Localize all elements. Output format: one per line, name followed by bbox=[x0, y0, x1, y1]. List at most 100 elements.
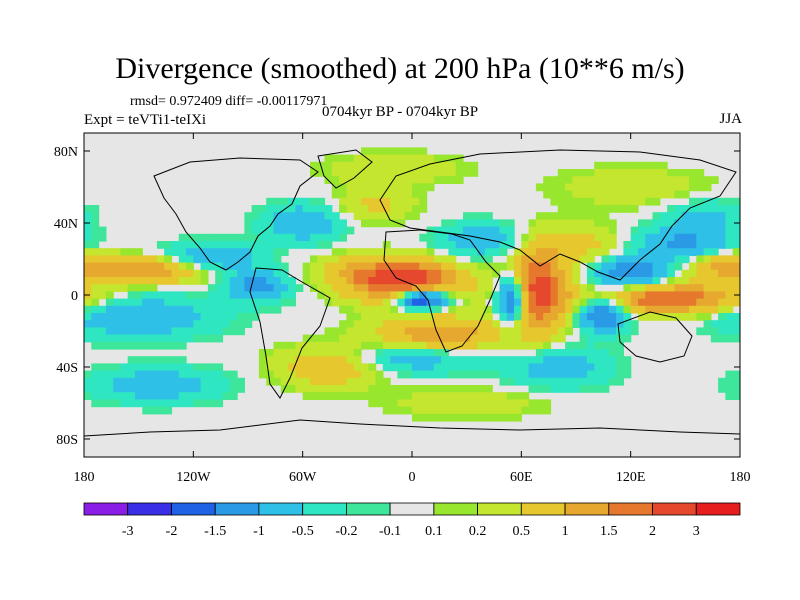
field-cell bbox=[616, 349, 624, 357]
field-cell bbox=[659, 241, 668, 249]
field-cell bbox=[601, 169, 610, 177]
field-cell bbox=[579, 212, 588, 220]
field-cell bbox=[258, 269, 267, 278]
field-cell bbox=[433, 262, 442, 271]
field-cell bbox=[579, 370, 588, 379]
field-cell bbox=[616, 269, 624, 278]
field-cell bbox=[492, 262, 501, 271]
field-cell bbox=[280, 356, 289, 364]
field-cell bbox=[91, 298, 100, 307]
field-cell bbox=[645, 183, 654, 192]
field-cell bbox=[477, 277, 486, 285]
field-cell bbox=[186, 241, 194, 249]
field-cell bbox=[565, 349, 573, 357]
field-cell bbox=[601, 176, 610, 184]
field-cell bbox=[528, 334, 537, 343]
field-cell bbox=[310, 349, 318, 357]
field-cell bbox=[244, 298, 253, 307]
field-cell bbox=[586, 313, 595, 321]
field-cell bbox=[98, 370, 107, 379]
field-cell bbox=[346, 248, 355, 256]
field-cell bbox=[601, 248, 610, 256]
field-cell bbox=[550, 255, 559, 264]
field-cell bbox=[105, 327, 114, 336]
field-cell bbox=[339, 154, 347, 163]
field-cell bbox=[557, 305, 566, 314]
x-tick-label: 120E bbox=[616, 470, 646, 485]
field-cell bbox=[404, 320, 413, 328]
field-cell bbox=[433, 327, 442, 336]
field-cell bbox=[229, 313, 238, 321]
field-cell bbox=[149, 406, 158, 415]
field-cell bbox=[528, 298, 537, 307]
field-cell bbox=[586, 349, 595, 357]
field-cell bbox=[433, 241, 442, 249]
field-cell bbox=[441, 341, 450, 350]
field-cell bbox=[448, 269, 457, 278]
field-cell bbox=[419, 291, 428, 300]
field-cell bbox=[171, 363, 180, 372]
field-cell bbox=[164, 327, 173, 336]
field-cell bbox=[258, 305, 267, 314]
field-cell bbox=[579, 291, 588, 300]
field-cell bbox=[623, 169, 632, 177]
field-cell bbox=[659, 190, 668, 199]
field-cell bbox=[310, 385, 318, 393]
field-cell bbox=[251, 241, 260, 249]
field-cell bbox=[492, 241, 501, 249]
field-cell bbox=[390, 197, 398, 206]
field-cell bbox=[703, 183, 712, 192]
field-cell bbox=[339, 255, 347, 264]
field-cell bbox=[149, 255, 158, 264]
field-cell bbox=[361, 255, 369, 264]
field-cell bbox=[91, 233, 100, 242]
field-cell bbox=[91, 212, 100, 220]
field-cell bbox=[390, 176, 398, 184]
field-cell bbox=[346, 205, 355, 213]
field-cell bbox=[477, 248, 486, 256]
field-cell bbox=[477, 313, 486, 321]
field-cell bbox=[193, 277, 202, 285]
field-cell bbox=[302, 363, 311, 372]
field-cell bbox=[317, 341, 326, 350]
field-cell bbox=[390, 169, 398, 177]
field-cell bbox=[550, 176, 559, 184]
field-cell bbox=[353, 291, 362, 300]
field-cell bbox=[346, 349, 355, 357]
field-cell bbox=[586, 233, 595, 242]
field-cell bbox=[703, 277, 712, 285]
field-cell bbox=[455, 327, 464, 336]
field-cell bbox=[441, 363, 450, 372]
field-cell bbox=[565, 377, 573, 386]
field-cell bbox=[127, 356, 136, 364]
field-cell bbox=[404, 161, 413, 170]
field-cell bbox=[302, 233, 311, 242]
field-cell bbox=[382, 406, 391, 415]
field-cell bbox=[91, 291, 100, 300]
field-cell bbox=[514, 399, 522, 408]
field-cell bbox=[178, 356, 187, 364]
field-cell bbox=[404, 212, 413, 220]
field-cell bbox=[543, 262, 552, 271]
field-cell bbox=[244, 269, 253, 278]
field-cell bbox=[258, 233, 267, 242]
field-cell bbox=[91, 320, 100, 328]
field-cell bbox=[470, 219, 479, 228]
field-cell bbox=[91, 305, 100, 314]
field-cell bbox=[535, 183, 544, 192]
field-cell bbox=[732, 298, 740, 307]
field-cell bbox=[331, 169, 340, 177]
field-cell bbox=[652, 197, 661, 206]
field-cell bbox=[638, 183, 646, 192]
field-cell bbox=[535, 349, 544, 357]
field-cell bbox=[178, 291, 187, 300]
field-cell bbox=[397, 212, 406, 220]
field-cell bbox=[426, 161, 435, 170]
field-cell bbox=[368, 277, 377, 285]
field-cell bbox=[302, 334, 311, 343]
field-cell bbox=[280, 269, 289, 278]
field-cell bbox=[331, 219, 340, 228]
field-cell bbox=[346, 313, 355, 321]
field-cell bbox=[164, 406, 173, 415]
field-cell bbox=[455, 305, 464, 314]
